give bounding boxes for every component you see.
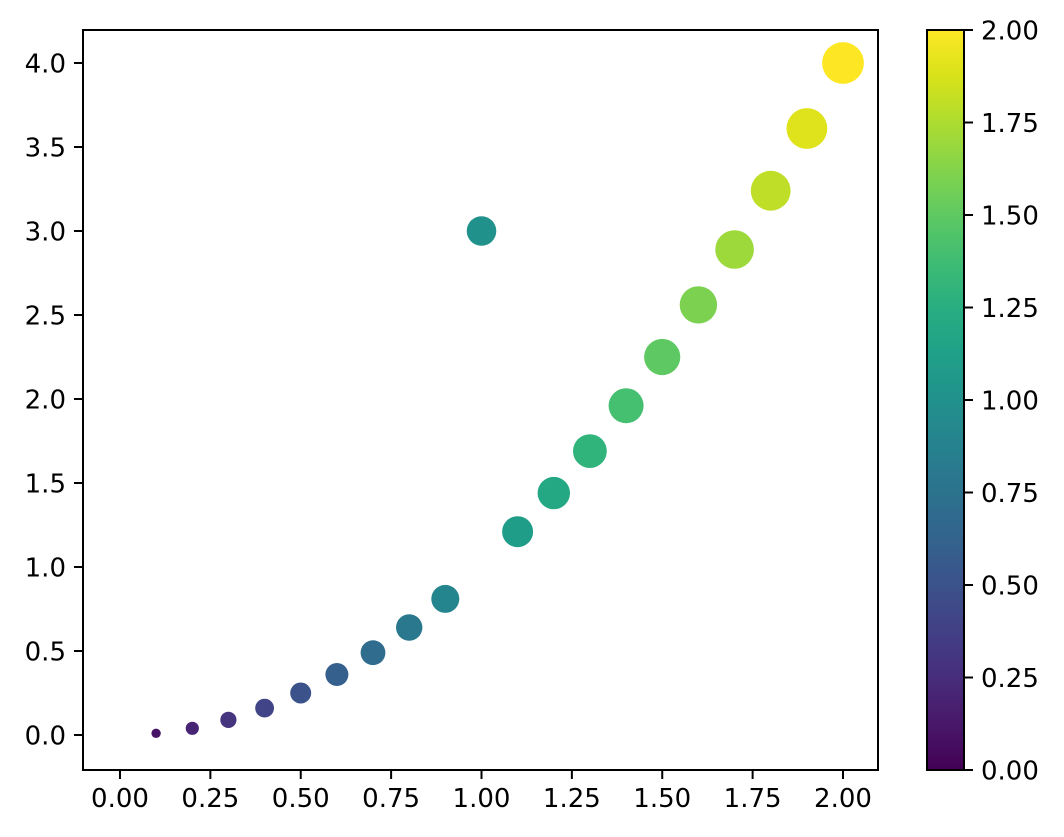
y-tick-label: 0.0 [25, 721, 66, 751]
y-tick-label: 2.5 [25, 301, 66, 331]
data-point [290, 682, 312, 704]
y-tick-label: 0.5 [25, 637, 66, 667]
data-point [151, 728, 161, 738]
colorbar-tick-label: 0.25 [981, 664, 1039, 694]
y-tick-label: 1.0 [25, 553, 66, 583]
data-point [715, 230, 754, 269]
data-point [644, 338, 681, 376]
data-point [396, 614, 423, 641]
colorbar-tick-label: 0.00 [981, 756, 1039, 786]
y-tick-label: 1.5 [25, 469, 66, 499]
x-tick-label: 2.00 [814, 784, 872, 814]
data-point [431, 584, 460, 613]
data-point [750, 170, 791, 211]
data-point [537, 476, 570, 510]
data-point [185, 721, 199, 735]
colorbar-tick-label: 1.25 [981, 294, 1039, 324]
plot-border [82, 29, 879, 771]
data-point [786, 108, 828, 149]
y-tick-label: 2.0 [25, 385, 66, 415]
x-tick-label: 1.00 [453, 784, 511, 814]
data-point [502, 516, 534, 548]
data-point [822, 42, 864, 84]
data-point [679, 286, 718, 324]
colorbar-tick-label: 1.75 [981, 109, 1039, 139]
x-tick-label: 0.75 [362, 784, 420, 814]
data-point [325, 663, 349, 686]
colorbar-tick-label: 1.00 [981, 386, 1039, 416]
y-tick-label: 3.5 [25, 133, 66, 163]
colorbar-tick-label: 1.50 [981, 201, 1039, 231]
colorbar-gradient [927, 30, 964, 770]
x-tick-label: 1.50 [633, 784, 691, 814]
data-point [608, 388, 644, 424]
colorbar-tick-label: 0.50 [981, 571, 1039, 601]
data-point [573, 434, 607, 468]
x-tick-label: 1.25 [543, 784, 601, 814]
data-point [255, 698, 274, 718]
colorbar-tick-label: 2.00 [981, 16, 1039, 46]
x-tick-label: 0.00 [91, 784, 149, 814]
x-tick-label: 0.50 [272, 784, 330, 814]
x-tick-label: 0.25 [181, 784, 239, 814]
data-point [220, 711, 237, 729]
data-point [360, 640, 386, 666]
y-tick-label: 3.0 [25, 217, 66, 247]
colorbar-tick-label: 0.75 [981, 479, 1039, 509]
x-tick-label: 1.75 [724, 784, 782, 814]
data-point [466, 216, 497, 246]
y-tick-label: 4.0 [25, 49, 66, 79]
